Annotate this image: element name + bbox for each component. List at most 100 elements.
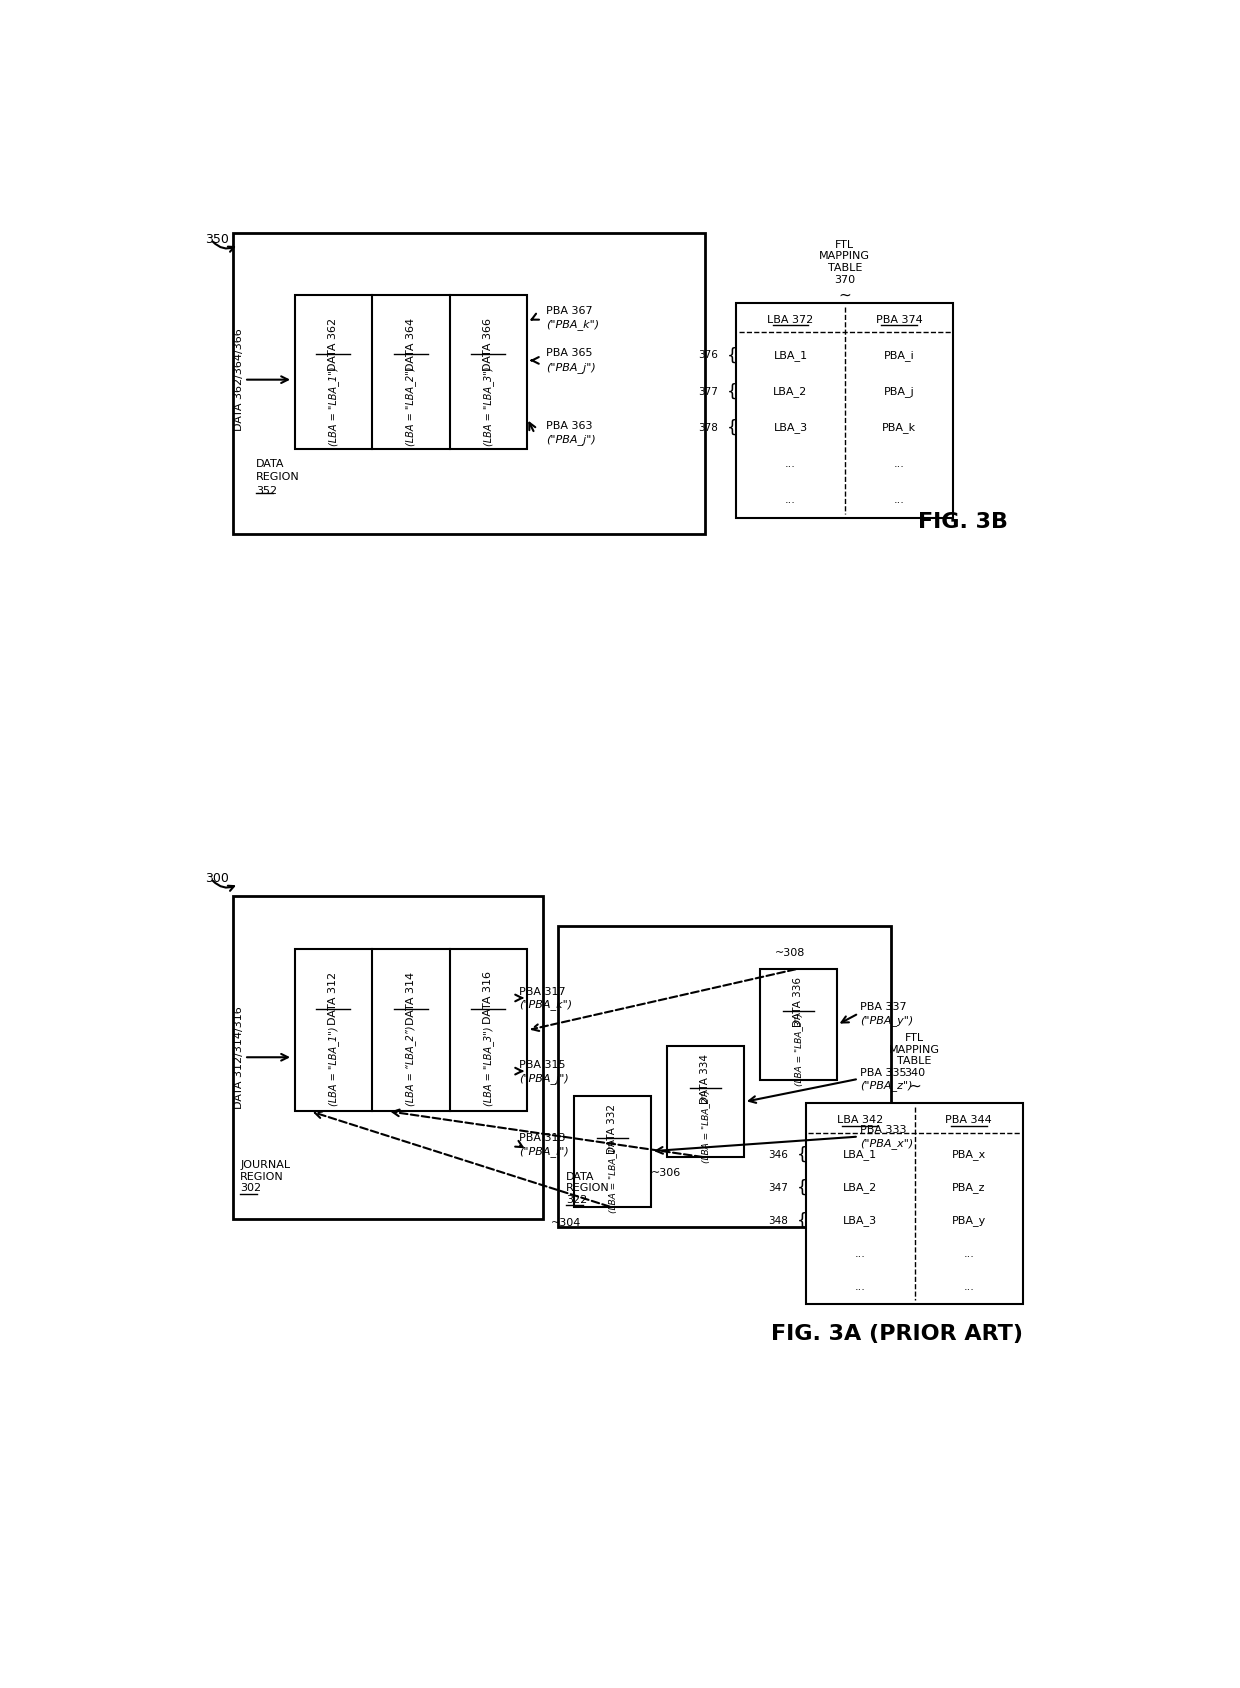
Text: {: { bbox=[727, 346, 738, 365]
Text: REGION: REGION bbox=[241, 1171, 284, 1182]
Text: ("PBA_z"): ("PBA_z") bbox=[861, 1080, 913, 1090]
Text: ...: ... bbox=[854, 1283, 866, 1291]
Text: PBA 335: PBA 335 bbox=[861, 1067, 906, 1077]
Text: 340: 340 bbox=[904, 1067, 925, 1077]
Text: FTL: FTL bbox=[905, 1033, 924, 1043]
Text: ~306: ~306 bbox=[651, 1168, 682, 1178]
Text: LBA_2: LBA_2 bbox=[843, 1182, 878, 1193]
Text: (LBA = "LBA_2"): (LBA = "LBA_2") bbox=[405, 366, 417, 446]
Text: ...: ... bbox=[894, 459, 904, 469]
Text: LBA_2: LBA_2 bbox=[774, 387, 807, 397]
Bar bbox=[667, 1045, 744, 1158]
Text: 370: 370 bbox=[835, 275, 856, 285]
Text: 300: 300 bbox=[206, 873, 229, 886]
Text: {: { bbox=[727, 383, 738, 400]
Text: (LBA = "LBA_3"): (LBA = "LBA_3") bbox=[794, 1013, 802, 1085]
Text: (LBA = "LBA_1"): (LBA = "LBA_1") bbox=[608, 1139, 616, 1212]
Text: FIG. 3B: FIG. 3B bbox=[918, 511, 1007, 532]
Text: PBA 337: PBA 337 bbox=[861, 1003, 906, 1013]
Text: LBA_1: LBA_1 bbox=[774, 349, 807, 361]
Text: 348: 348 bbox=[769, 1215, 789, 1225]
Text: PBA_j: PBA_j bbox=[884, 387, 914, 397]
Text: DATA 336: DATA 336 bbox=[794, 977, 804, 1028]
Text: DATA 366: DATA 366 bbox=[484, 317, 494, 371]
Text: FIG. 3A (PRIOR ART): FIG. 3A (PRIOR ART) bbox=[771, 1325, 1023, 1344]
Text: ("PBA_j"): ("PBA_j") bbox=[547, 434, 596, 446]
Text: REGION: REGION bbox=[255, 473, 300, 483]
Text: ...: ... bbox=[785, 459, 796, 469]
Text: TABLE: TABLE bbox=[898, 1057, 931, 1067]
Text: 302: 302 bbox=[241, 1183, 262, 1193]
Text: DATA 316: DATA 316 bbox=[484, 972, 494, 1025]
Text: (LBA = "LBA_1"): (LBA = "LBA_1") bbox=[327, 1026, 339, 1106]
Text: DATA 332: DATA 332 bbox=[608, 1104, 618, 1155]
Text: PBA_x: PBA_x bbox=[951, 1150, 986, 1160]
Text: TABLE: TABLE bbox=[827, 263, 862, 273]
Bar bbox=[806, 1104, 1023, 1303]
Bar bbox=[233, 896, 543, 1219]
Text: DATA 334: DATA 334 bbox=[701, 1055, 711, 1104]
Bar bbox=[573, 1096, 651, 1207]
Text: DATA: DATA bbox=[565, 1171, 594, 1182]
Text: REGION: REGION bbox=[565, 1183, 610, 1193]
Text: ...: ... bbox=[963, 1249, 975, 1259]
Bar bbox=[737, 302, 954, 518]
Text: ~: ~ bbox=[838, 287, 851, 302]
Text: (LBA = "LBA_3"): (LBA = "LBA_3") bbox=[482, 366, 494, 446]
Bar bbox=[759, 969, 837, 1080]
Text: 376: 376 bbox=[698, 351, 718, 361]
Text: LBA_3: LBA_3 bbox=[843, 1215, 878, 1227]
Text: PBA_i: PBA_i bbox=[884, 349, 914, 361]
Text: ("PBA_k"): ("PBA_k") bbox=[520, 999, 573, 1011]
Text: ~304: ~304 bbox=[551, 1217, 580, 1227]
Text: ...: ... bbox=[963, 1283, 975, 1291]
Text: ...: ... bbox=[854, 1249, 866, 1259]
Text: ("PBA_x"): ("PBA_x") bbox=[861, 1138, 914, 1150]
Text: (LBA = "LBA_3"): (LBA = "LBA_3") bbox=[482, 1026, 494, 1106]
Text: ("PBA_k"): ("PBA_k") bbox=[547, 319, 599, 331]
Bar bbox=[295, 949, 527, 1111]
Text: ("PBA_j"): ("PBA_j") bbox=[547, 361, 596, 373]
Text: ...: ... bbox=[894, 495, 904, 505]
Text: PBA_z: PBA_z bbox=[952, 1182, 986, 1193]
Text: ("PBA_j"): ("PBA_j") bbox=[520, 1072, 569, 1084]
Text: (LBA = "LBA_1"): (LBA = "LBA_1") bbox=[327, 366, 339, 446]
Text: 377: 377 bbox=[698, 387, 718, 397]
Text: ~: ~ bbox=[908, 1079, 921, 1094]
Text: DATA: DATA bbox=[255, 459, 284, 469]
Text: PBA 363: PBA 363 bbox=[547, 420, 593, 430]
Text: MAPPING: MAPPING bbox=[889, 1045, 940, 1055]
Text: 347: 347 bbox=[769, 1183, 789, 1193]
Text: PBA 374: PBA 374 bbox=[875, 314, 923, 324]
Text: PBA 367: PBA 367 bbox=[547, 306, 593, 316]
Text: LBA 372: LBA 372 bbox=[768, 314, 813, 324]
Text: ...: ... bbox=[785, 495, 796, 505]
Text: PBA_y: PBA_y bbox=[951, 1215, 986, 1227]
Text: DATA 362/364/366: DATA 362/364/366 bbox=[233, 327, 244, 430]
Text: 322: 322 bbox=[565, 1195, 587, 1205]
Text: {: { bbox=[797, 1212, 807, 1231]
Text: DATA 362: DATA 362 bbox=[329, 317, 339, 371]
Text: ("PBA_i"): ("PBA_i") bbox=[520, 1146, 569, 1156]
Text: PBA 344: PBA 344 bbox=[945, 1116, 992, 1126]
Text: PBA 365: PBA 365 bbox=[547, 348, 593, 358]
Text: DATA 312: DATA 312 bbox=[329, 971, 339, 1025]
Text: PBA 315: PBA 315 bbox=[520, 1060, 565, 1070]
Text: JOURNAL: JOURNAL bbox=[241, 1160, 290, 1170]
Text: FTL: FTL bbox=[836, 240, 854, 250]
Text: {: { bbox=[797, 1146, 807, 1163]
Text: PBA_k: PBA_k bbox=[882, 422, 916, 434]
Text: PBA 313: PBA 313 bbox=[520, 1133, 565, 1143]
Text: {: { bbox=[727, 419, 738, 437]
Text: (LBA = “LBA_2”): (LBA = “LBA_2”) bbox=[405, 1026, 417, 1106]
Text: 378: 378 bbox=[698, 422, 718, 432]
Text: DATA 312/314/316: DATA 312/314/316 bbox=[233, 1006, 244, 1109]
Text: 350: 350 bbox=[206, 233, 229, 246]
Text: LBA 342: LBA 342 bbox=[837, 1116, 883, 1126]
Text: DATA 364: DATA 364 bbox=[405, 317, 415, 371]
Bar bbox=[558, 927, 892, 1227]
Text: PBA 317: PBA 317 bbox=[520, 987, 565, 998]
Bar bbox=[233, 233, 706, 533]
Text: 346: 346 bbox=[769, 1150, 789, 1160]
Bar bbox=[295, 295, 527, 449]
